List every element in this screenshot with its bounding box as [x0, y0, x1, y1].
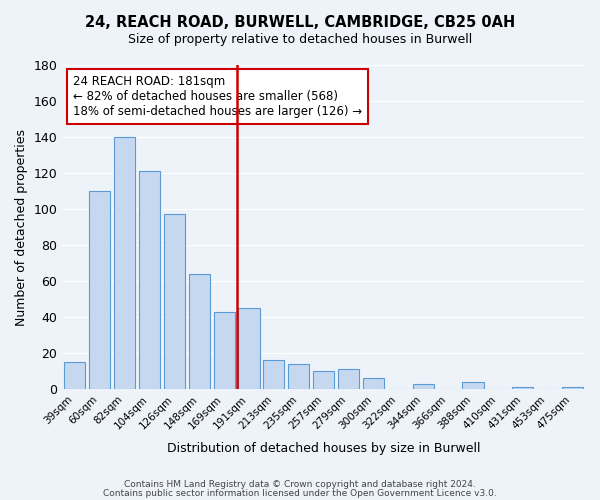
- Bar: [338, 370, 359, 389]
- X-axis label: Distribution of detached houses by size in Burwell: Distribution of detached houses by size …: [167, 442, 481, 455]
- Text: Contains public sector information licensed under the Open Government Licence v3: Contains public sector information licen…: [103, 489, 497, 498]
- Bar: [413, 384, 434, 389]
- Bar: [114, 137, 135, 389]
- Y-axis label: Number of detached properties: Number of detached properties: [15, 128, 28, 326]
- Text: Contains HM Land Registry data © Crown copyright and database right 2024.: Contains HM Land Registry data © Crown c…: [124, 480, 476, 489]
- Bar: [89, 191, 110, 389]
- Bar: [363, 378, 384, 389]
- Bar: [313, 371, 334, 389]
- Bar: [263, 360, 284, 389]
- Bar: [64, 362, 85, 389]
- Text: 24, REACH ROAD, BURWELL, CAMBRIDGE, CB25 0AH: 24, REACH ROAD, BURWELL, CAMBRIDGE, CB25…: [85, 15, 515, 30]
- Text: Size of property relative to detached houses in Burwell: Size of property relative to detached ho…: [128, 32, 472, 46]
- Bar: [214, 312, 235, 389]
- Bar: [562, 388, 583, 389]
- Bar: [238, 308, 260, 389]
- Bar: [463, 382, 484, 389]
- Bar: [164, 214, 185, 389]
- Text: 24 REACH ROAD: 181sqm
← 82% of detached houses are smaller (568)
18% of semi-det: 24 REACH ROAD: 181sqm ← 82% of detached …: [73, 74, 362, 118]
- Bar: [139, 172, 160, 389]
- Bar: [512, 388, 533, 389]
- Bar: [288, 364, 310, 389]
- Bar: [188, 274, 210, 389]
